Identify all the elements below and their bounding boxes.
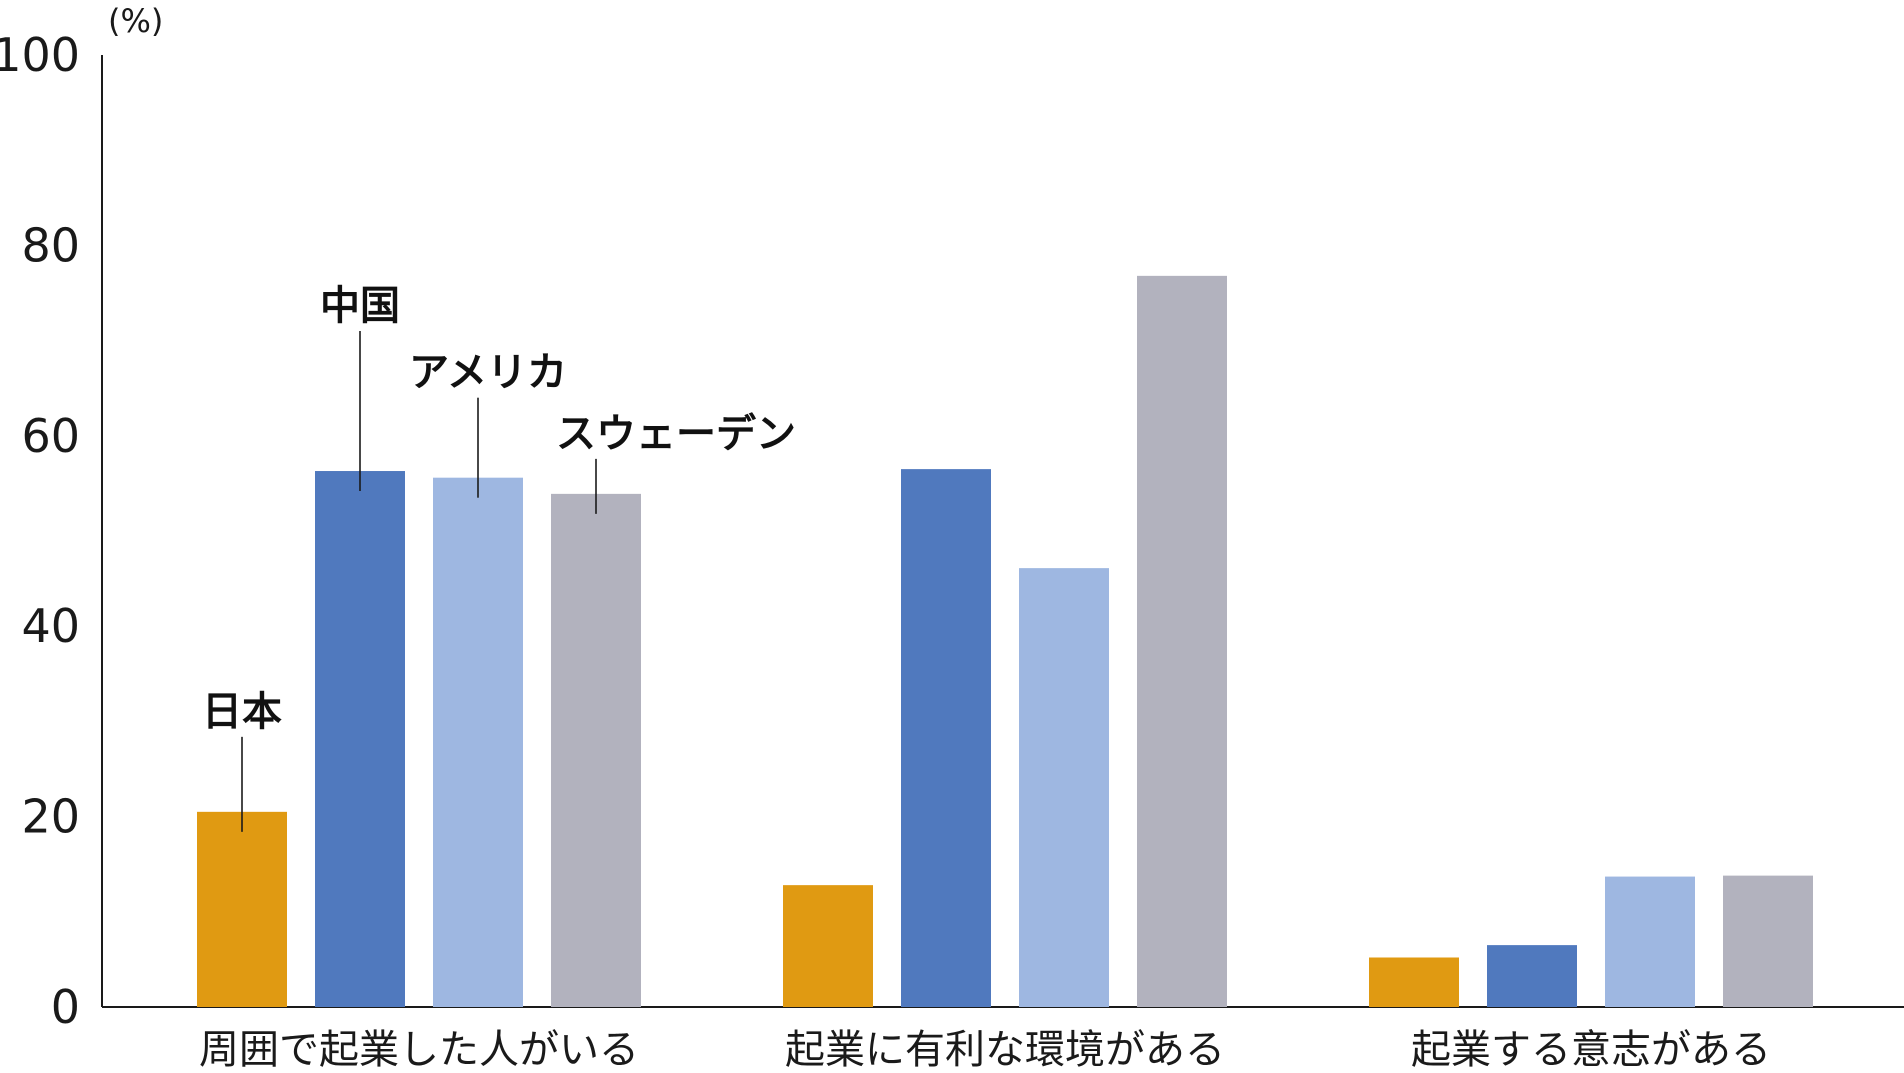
category-label: 周囲で起業した人がいる [199,1027,639,1073]
bar [197,811,287,1007]
category-label: 起業する意志がある [1411,1027,1771,1073]
y-tick-label: 60 [21,409,80,463]
y-tick-label: 20 [21,790,80,844]
series-label: 中国 [320,283,400,329]
series-label: 日本 [202,689,282,735]
bar [1137,275,1227,1007]
series-label: アメリカ [409,350,567,396]
y-axis-unit-label: (%) [108,2,163,40]
x-axis: 周囲で起業した人がいる 起業に有利な環境がある 起業する意志がある [102,1006,1904,1073]
y-tick-label: 80 [21,218,80,272]
y-tick-label: 100 [0,28,80,82]
bar [315,471,405,1007]
series-label: スウェーデン [556,411,796,457]
category-label: 起業に有利な環境がある [785,1027,1225,1073]
bar [433,477,523,1007]
y-axis: (%) 0 20 40 60 80 100 [0,2,163,1034]
bar [1019,568,1109,1007]
category-labels: 周囲で起業した人がいる 起業に有利な環境がある 起業する意志がある [199,1027,1771,1073]
y-tick-labels: 0 20 40 60 80 100 [0,28,80,1034]
bar [901,469,991,1007]
bar [1723,875,1813,1007]
bar [1369,957,1459,1007]
bar [1487,945,1577,1007]
bar [551,493,641,1007]
bar [1605,876,1695,1007]
y-tick-label: 0 [51,980,80,1034]
bars [197,275,1813,1007]
y-tick-label: 40 [21,599,80,653]
bar [783,885,873,1007]
